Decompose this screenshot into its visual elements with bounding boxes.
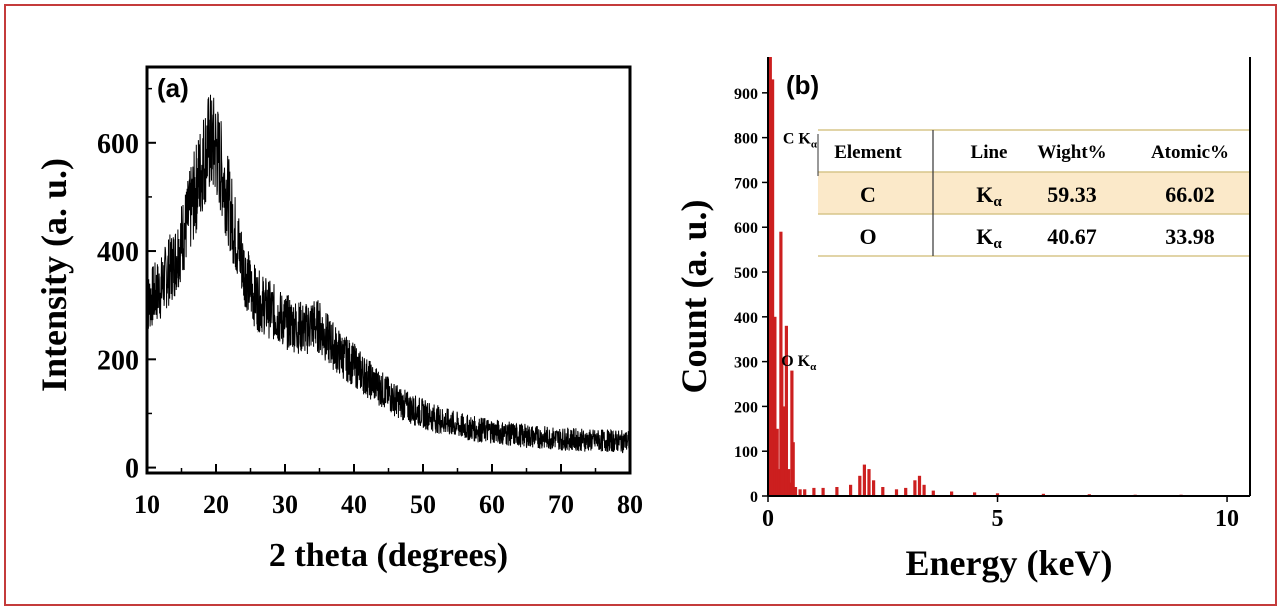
eds-bar bbox=[950, 491, 954, 496]
table-cell-line: Kα bbox=[976, 224, 1002, 252]
eds-bar bbox=[881, 487, 885, 496]
eds-bars bbox=[768, 57, 1229, 497]
eds-panel-label: (b) bbox=[786, 70, 819, 100]
eds-bar bbox=[894, 489, 899, 496]
table-row-highlight bbox=[818, 172, 1250, 214]
eds-bar bbox=[872, 480, 876, 496]
eds-bar bbox=[995, 493, 1000, 496]
xrd-x-tick-label: 30 bbox=[272, 490, 298, 519]
eds-y-tick-label: 0 bbox=[750, 489, 758, 506]
table-header-weight: Wight% bbox=[1037, 142, 1106, 163]
eds-bar bbox=[768, 57, 772, 496]
eds-bar bbox=[917, 475, 922, 496]
xrd-y-tick-label: 600 bbox=[97, 129, 139, 160]
table-cell-element: C bbox=[860, 182, 876, 207]
eds-peak-annotations: C Kα O Kα bbox=[781, 131, 818, 373]
xrd-series-line bbox=[146, 94, 631, 454]
eds-bar bbox=[775, 428, 779, 496]
eds-bar bbox=[973, 492, 977, 496]
eds-bar bbox=[791, 442, 795, 496]
table-cell-atomic: 33.98 bbox=[1165, 224, 1215, 249]
table-cell-element: O bbox=[859, 224, 876, 249]
eds-bar bbox=[803, 489, 807, 496]
xrd-y-tick-label: 200 bbox=[97, 345, 139, 376]
eds-composition-table: Element Line Wight% Atomic%C Kα 59.33 66.02O Kα… bbox=[817, 129, 1250, 257]
eds-y-tick-label: 300 bbox=[734, 355, 758, 372]
eds-y-tick-label: 200 bbox=[734, 399, 758, 416]
eds-bar bbox=[867, 469, 871, 496]
eds-y-tick-label: 600 bbox=[734, 220, 758, 237]
eds-bar bbox=[780, 361, 784, 496]
xrd-x-axis-label: 2 theta (degrees) bbox=[269, 537, 508, 574]
eds-x-tick-label: 5 bbox=[992, 506, 1004, 532]
eds-y-tick-label: 900 bbox=[734, 86, 758, 103]
table-header-element: Element bbox=[834, 142, 902, 163]
eds-bar bbox=[821, 487, 825, 496]
eds-bar bbox=[849, 484, 853, 496]
eds-bar bbox=[771, 79, 775, 497]
table-cell-weight: 59.33 bbox=[1047, 182, 1097, 207]
table-header-atomic: Atomic% bbox=[1151, 142, 1229, 163]
xrd-x-tick-label: 10 bbox=[134, 490, 160, 519]
table-cell-weight: 40.67 bbox=[1047, 224, 1097, 249]
eds-y-tick-label: 400 bbox=[734, 310, 758, 327]
eds-bar bbox=[913, 480, 917, 496]
eds-x-axis-label: Energy (keV) bbox=[906, 543, 1113, 583]
eds-bar bbox=[835, 487, 839, 496]
xrd-panel-label: (a) bbox=[157, 73, 189, 103]
eds-bar bbox=[784, 325, 788, 496]
eds-y-tick-label: 700 bbox=[734, 175, 758, 192]
figure-frame bbox=[4, 4, 1277, 606]
eds-x-tick-label: 10 bbox=[1215, 506, 1239, 532]
eds-y-tick-label: 100 bbox=[734, 444, 758, 461]
eds-y-axis-label: Count (a. u.) bbox=[674, 199, 714, 393]
eds-x-tick-label: 0 bbox=[762, 506, 774, 532]
xrd-x-tick-label: 50 bbox=[410, 490, 436, 519]
xrd-y-axis-label: Intensity (a. u.) bbox=[34, 158, 74, 392]
eds-ticks: 0 100 200 300 400 500 600 700 800 900 0 5 10 bbox=[734, 86, 1239, 532]
eds-bar bbox=[790, 370, 794, 496]
table-cell-atomic: 66.02 bbox=[1165, 182, 1215, 207]
eds-bar bbox=[798, 489, 802, 496]
xrd-plot-frame bbox=[145, 65, 632, 475]
xrd-y-tick-label: 400 bbox=[97, 237, 139, 268]
eds-bar bbox=[931, 490, 935, 496]
xrd-x-tick-label: 20 bbox=[203, 490, 229, 519]
eds-bar bbox=[862, 464, 866, 496]
xrd-x-tick-label: 80 bbox=[617, 490, 643, 519]
eds-peak-annotation: O Kα bbox=[781, 353, 817, 373]
table-header-line: Line bbox=[971, 142, 1008, 163]
eds-chart: Element Line Wight% Atomic%C Kα 59.33 66.02O Kα… bbox=[674, 57, 1251, 583]
eds-bar bbox=[787, 469, 791, 496]
eds-peak-annotation: C Kα bbox=[783, 131, 818, 151]
xrd-y-tick-label: 0 bbox=[125, 454, 139, 485]
eds-bar bbox=[793, 487, 798, 496]
xrd-chart: 10 20 30 40 50 60 70 80 0 200 400 600 (a) 2 theta (… bbox=[34, 65, 643, 574]
eds-bar bbox=[773, 316, 777, 496]
eds-bar bbox=[904, 487, 908, 496]
xrd-x-tick-label: 70 bbox=[548, 490, 574, 519]
eds-bar bbox=[812, 487, 816, 496]
eds-bar bbox=[922, 484, 926, 496]
xrd-ticks: 10 20 30 40 50 60 70 80 0 200 400 600 bbox=[97, 87, 643, 519]
eds-bar bbox=[858, 475, 862, 496]
xrd-x-tick-label: 40 bbox=[341, 490, 367, 519]
eds-bar bbox=[1041, 493, 1045, 496]
xrd-x-tick-label: 60 bbox=[479, 490, 505, 519]
eds-bar bbox=[782, 406, 786, 496]
eds-y-tick-label: 500 bbox=[734, 265, 758, 282]
eds-y-tick-label: 800 bbox=[734, 131, 758, 148]
